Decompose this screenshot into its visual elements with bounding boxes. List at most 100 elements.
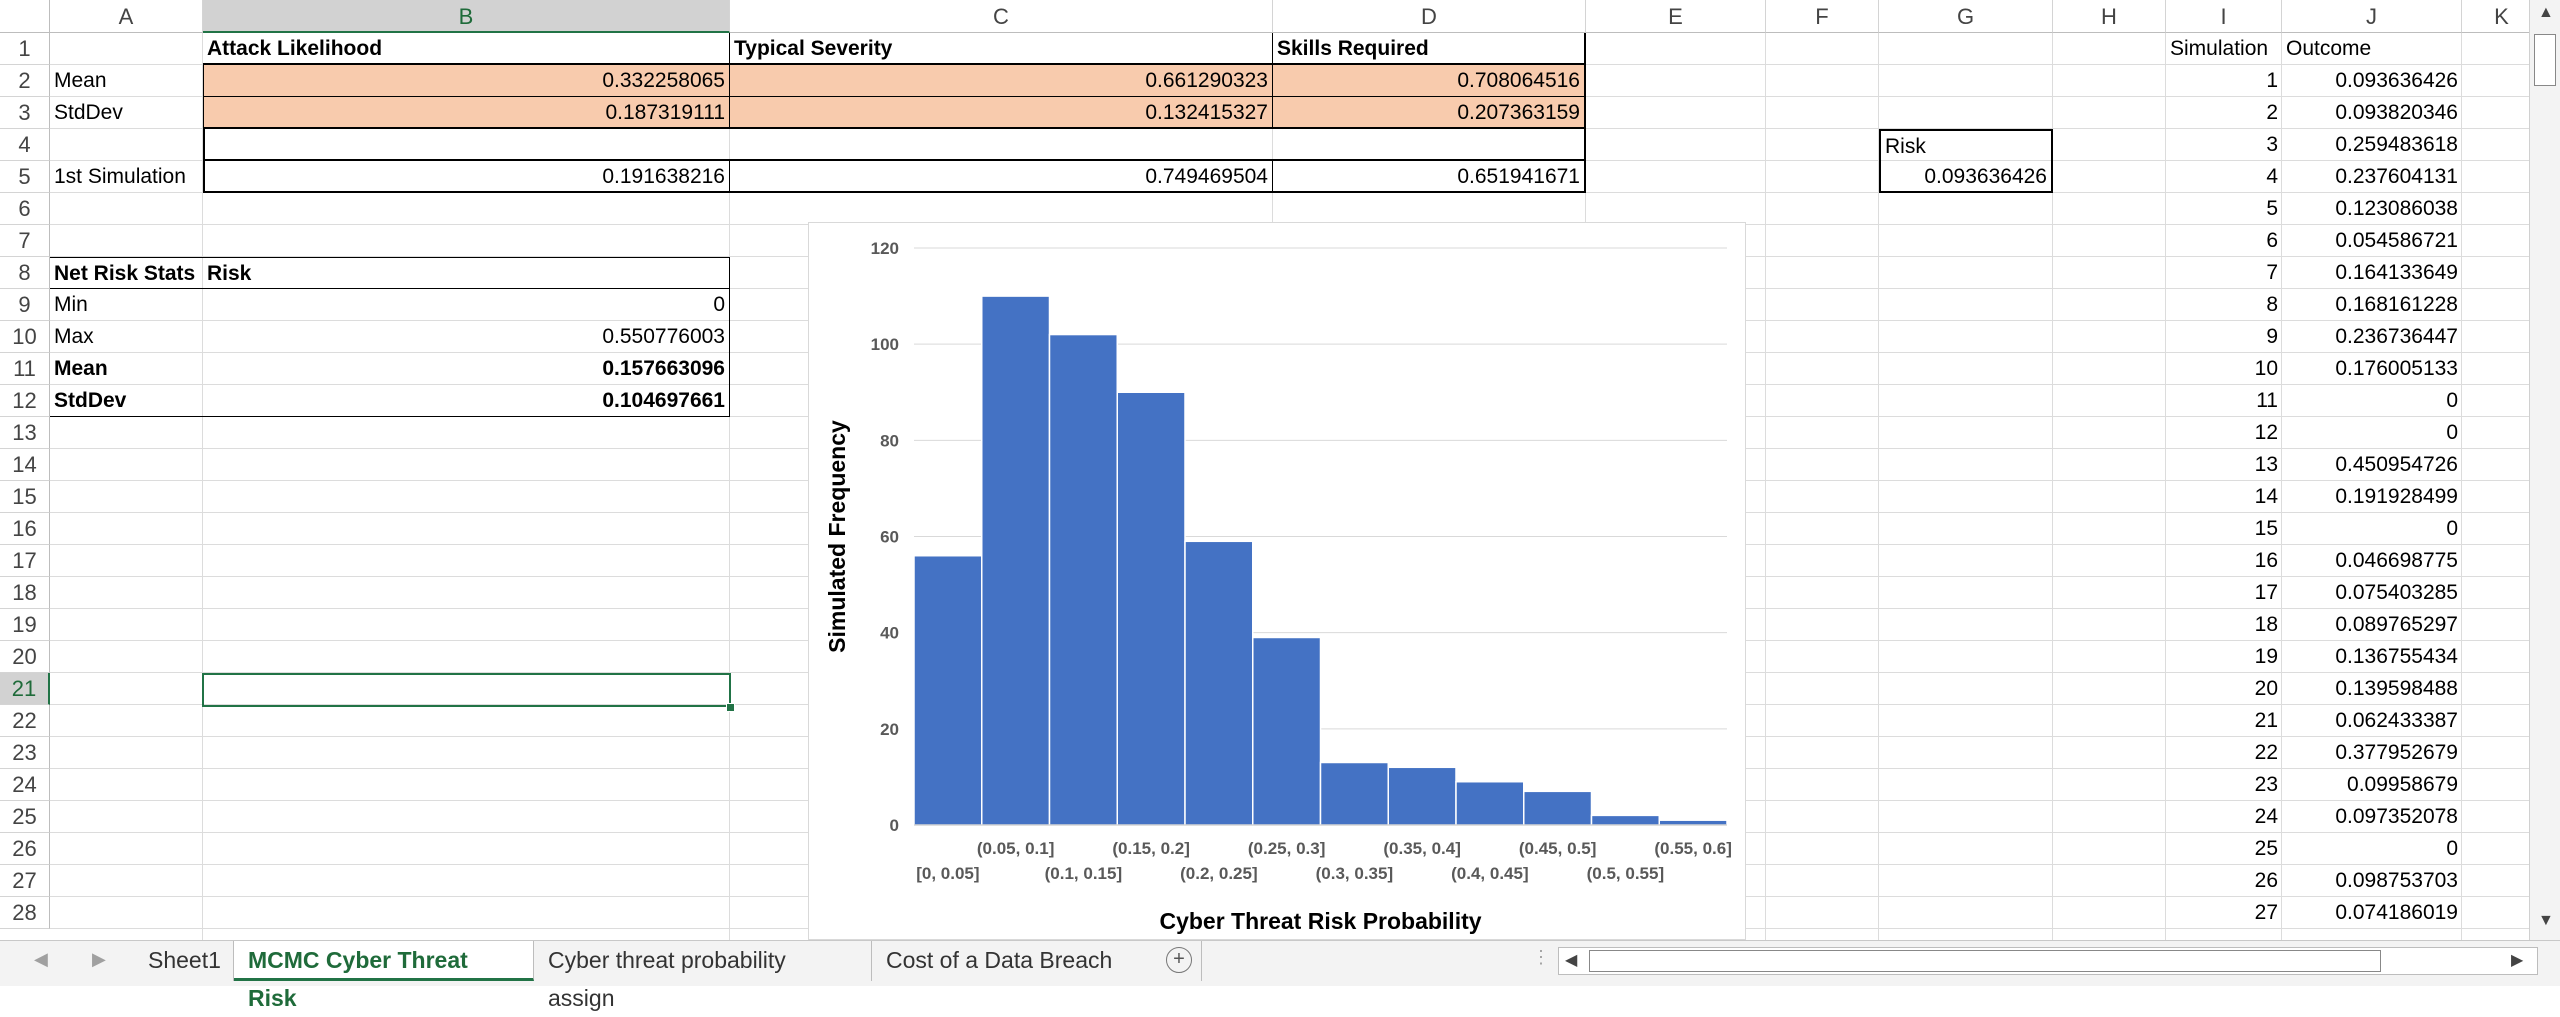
cell-b8[interactable]: Risk — [203, 257, 730, 289]
sim-index-cell[interactable]: 12 — [2254, 421, 2278, 444]
row-header-9[interactable]: 9 — [0, 289, 50, 321]
sim-outcome-cell[interactable]: 0.09958679 — [2347, 773, 2458, 796]
row-header-4[interactable]: 4 — [0, 129, 50, 161]
sim-outcome-cell[interactable]: 0.136755434 — [2335, 645, 2458, 668]
scroll-right-icon[interactable]: ▶ — [2511, 952, 2524, 969]
cell-c3[interactable]: 0.132415327 — [730, 97, 1273, 129]
active-cell-b21[interactable] — [202, 673, 731, 707]
sim-outcome-cell[interactable]: 0.164133649 — [2335, 261, 2458, 284]
column-header-g[interactable]: G — [1879, 0, 2053, 33]
cell-a11[interactable]: Mean — [54, 357, 108, 380]
cell-b10[interactable]: 0.550776003 — [203, 321, 730, 353]
sim-outcome-cell[interactable]: 0.093636426 — [2335, 69, 2458, 92]
sim-outcome-cell[interactable]: 0.139598488 — [2335, 677, 2458, 700]
column-header-i[interactable]: I — [2166, 0, 2282, 33]
sim-outcome-cell[interactable]: 0.191928499 — [2335, 485, 2458, 508]
sim-index-cell[interactable]: 17 — [2254, 581, 2278, 604]
select-all-corner[interactable] — [0, 0, 50, 33]
sim-index-cell[interactable]: 18 — [2254, 613, 2278, 636]
column-header-j[interactable]: J — [2282, 0, 2462, 33]
cell-c1[interactable]: Typical Severity — [730, 33, 1273, 65]
row-header-12[interactable]: 12 — [0, 385, 50, 417]
sim-index-cell[interactable]: 25 — [2254, 837, 2278, 860]
sim-outcome-cell[interactable]: 0.176005133 — [2335, 357, 2458, 380]
sheet-tab-4[interactable]: Cost of a Data Breach — [872, 941, 1202, 981]
histogram-chart[interactable]: 0 20 40 60 80 100 120 [0, 0.05] (0.05, 0.1] (0.1,… — [808, 222, 1746, 940]
horizontal-scrollbar[interactable]: ◀ ▶ — [1558, 947, 2538, 975]
sim-outcome-cell[interactable]: 0.074186019 — [2335, 901, 2458, 924]
cell-d3[interactable]: 0.207363159 — [1273, 97, 1586, 129]
row-header-25[interactable]: 25 — [0, 801, 50, 833]
row-header-21[interactable]: 21 — [0, 673, 50, 705]
sim-index-cell[interactable]: 19 — [2254, 645, 2278, 668]
row-header-22[interactable]: 22 — [0, 705, 50, 737]
sim-index-cell[interactable]: 6 — [2266, 229, 2278, 252]
sheet-tab-2[interactable]: MCMC Cyber Threat Risk — [234, 941, 534, 1011]
column-header-f[interactable]: F — [1766, 0, 1879, 33]
row-header-28[interactable]: 28 — [0, 897, 50, 929]
cell-g4-risk-label[interactable]: Risk — [1879, 129, 2053, 161]
row-header-19[interactable]: 19 — [0, 609, 50, 641]
cell-a8[interactable]: Net Risk Stats — [50, 257, 203, 289]
sim-outcome-cell[interactable]: 0.098753703 — [2335, 869, 2458, 892]
row-header-8[interactable]: 8 — [0, 257, 50, 289]
sim-index-cell[interactable]: 15 — [2254, 517, 2278, 540]
cell-c2[interactable]: 0.661290323 — [730, 65, 1273, 97]
sim-outcome-cell[interactable]: 0.097352078 — [2335, 805, 2458, 828]
horizontal-scroll-thumb[interactable] — [1589, 950, 2381, 972]
cell-a9[interactable]: Min — [54, 293, 88, 316]
sim-outcome-cell[interactable]: 0.093820346 — [2335, 101, 2458, 124]
cell-b9[interactable]: 0 — [203, 289, 730, 321]
sim-index-cell[interactable]: 2 — [2266, 101, 2278, 124]
cell-d1[interactable]: Skills Required — [1273, 33, 1586, 65]
sim-index-cell[interactable]: 13 — [2254, 453, 2278, 476]
cell-a5[interactable]: 1st Simulation — [54, 165, 186, 188]
column-header-k[interactable]: K — [2462, 0, 2529, 33]
sheet-tab-1[interactable]: Sheet1 — [134, 941, 234, 981]
sim-outcome-cell[interactable]: 0.237604131 — [2335, 165, 2458, 188]
scroll-up-icon[interactable]: ▲ — [2538, 4, 2554, 21]
row-header-3[interactable]: 3 — [0, 97, 50, 129]
sim-outcome-cell[interactable]: 0 — [2446, 517, 2458, 540]
sim-index-cell[interactable]: 5 — [2266, 197, 2278, 220]
column-header-e[interactable]: E — [1586, 0, 1766, 33]
sim-outcome-cell[interactable]: 0.062433387 — [2335, 709, 2458, 732]
cell-b3[interactable]: 0.187319111 — [203, 97, 730, 129]
cell-i1[interactable]: Simulation — [2170, 37, 2269, 60]
tab-next-icon[interactable]: ▶ — [92, 949, 106, 969]
sim-outcome-cell[interactable]: 0 — [2446, 389, 2458, 412]
sim-outcome-cell[interactable]: 0.450954726 — [2335, 453, 2458, 476]
column-header-c[interactable]: C — [730, 0, 1273, 33]
scroll-left-icon[interactable]: ◀ — [1565, 952, 1578, 969]
sim-index-cell[interactable]: 10 — [2254, 357, 2278, 380]
fill-handle[interactable] — [726, 703, 735, 712]
sim-outcome-cell[interactable]: 0.075403285 — [2335, 581, 2458, 604]
sim-index-cell[interactable]: 24 — [2254, 805, 2278, 828]
row-header-23[interactable]: 23 — [0, 737, 50, 769]
sim-index-cell[interactable]: 23 — [2254, 773, 2278, 796]
cell-b5[interactable]: 0.191638216 — [203, 161, 730, 193]
row-header-5[interactable]: 5 — [0, 161, 50, 193]
column-header-d[interactable]: D — [1273, 0, 1586, 33]
cell-c5[interactable]: 0.749469504 — [730, 161, 1273, 193]
cell-d5[interactable]: 0.651941671 — [1273, 161, 1586, 193]
sim-outcome-cell[interactable]: 0.236736447 — [2335, 325, 2458, 348]
sim-outcome-cell[interactable]: 0.259483618 — [2335, 133, 2458, 156]
row-header-24[interactable]: 24 — [0, 769, 50, 801]
cell-j1[interactable]: Outcome — [2286, 37, 2372, 60]
sim-index-cell[interactable]: 4 — [2266, 165, 2278, 188]
sim-index-cell[interactable]: 22 — [2254, 741, 2278, 764]
row-header-17[interactable]: 17 — [0, 545, 50, 577]
row-header-15[interactable]: 15 — [0, 481, 50, 513]
cell-b12[interactable]: 0.104697661 — [203, 385, 730, 417]
sim-index-cell[interactable]: 14 — [2254, 485, 2278, 508]
row-header-11[interactable]: 11 — [0, 353, 50, 385]
sim-index-cell[interactable]: 7 — [2266, 261, 2278, 284]
column-header-h[interactable]: H — [2053, 0, 2166, 33]
vertical-scrollbar[interactable]: ▲ ▼ — [2529, 0, 2560, 940]
row-header-13[interactable]: 13 — [0, 417, 50, 449]
cell-b2[interactable]: 0.332258065 — [203, 65, 730, 97]
sim-outcome-cell[interactable]: 0.089765297 — [2335, 613, 2458, 636]
cell-a10[interactable]: Max — [54, 325, 94, 348]
